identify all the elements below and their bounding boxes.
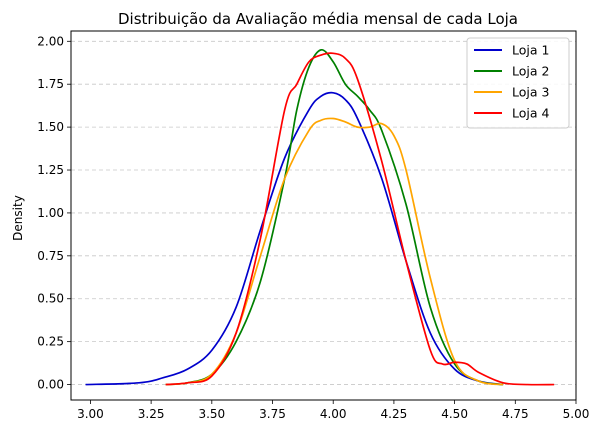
x-tick-label: 4.25 — [381, 407, 408, 421]
x-tick-label: 3.75 — [259, 407, 286, 421]
legend: Loja 1 Loja 2 Loja 3 Loja 4 — [466, 37, 570, 129]
x-tick-label: 3.00 — [77, 407, 104, 421]
y-tick-label: 1.00 — [37, 206, 64, 220]
y-tick-label: 1.25 — [37, 163, 64, 177]
plot-frame — [70, 30, 577, 401]
y-tick-label: 0.00 — [37, 378, 64, 392]
x-tick-label: 4.75 — [502, 407, 529, 421]
axis-ticks: 0.00 0.25 0.50 0.75 1.00 1.25 1.50 1.75 2.00 3.00… — [37, 34, 589, 421]
x-tick-label: 3.50 — [198, 407, 225, 421]
x-tick-label: 4.00 — [320, 407, 347, 421]
legend-box — [466, 37, 570, 129]
legend-label: Loja 3 — [512, 85, 549, 100]
series-line-loja-2 — [165, 49, 504, 386]
grid-lines — [71, 40, 576, 385]
x-tick-label: 5.00 — [563, 407, 590, 421]
y-axis-label: Density — [11, 195, 25, 241]
x-tick-label: 3.25 — [138, 407, 165, 421]
y-tick-label: 1.50 — [37, 120, 64, 134]
y-tick-label: 0.75 — [37, 249, 64, 263]
y-tick-label: 2.00 — [37, 34, 64, 48]
chart-title: Distribuição da Avaliação média mensal d… — [118, 10, 518, 28]
series-lines — [85, 49, 555, 386]
y-tick-label: 0.25 — [37, 335, 64, 349]
y-tick-label: 0.50 — [37, 292, 64, 306]
series-line-loja-4 — [165, 52, 555, 386]
x-tick-label: 4.50 — [441, 407, 468, 421]
legend-label: Loja 2 — [512, 64, 549, 79]
y-tick-label: 1.75 — [37, 77, 64, 91]
legend-label: Loja 4 — [512, 106, 549, 121]
series-line-loja-1 — [85, 91, 504, 386]
legend-label: Loja 1 — [512, 43, 549, 58]
